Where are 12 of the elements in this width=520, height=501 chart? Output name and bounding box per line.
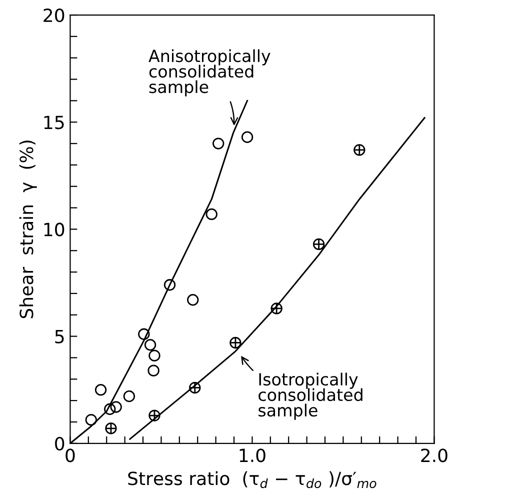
y-tick-label: 20: [44, 8, 64, 22]
x-tick-label: 1.0: [240, 448, 266, 462]
x-tick-label: 2.0: [421, 448, 448, 462]
y-tick-label: 0: [55, 436, 64, 450]
x-axis-title: Stress ratio (τ$_{d}$ − τ$_{do}$ )/σ′$_{mo}$: [128, 471, 376, 488]
y-tick-label: 15: [44, 116, 64, 130]
y-tick-label: 5: [55, 330, 64, 344]
annotation: Isotropically consolidated sample: [258, 372, 362, 420]
y-axis-title: Shear strain γ (%): [19, 140, 37, 318]
x-tick-label: 0: [66, 448, 75, 462]
y-tick-label: 10: [44, 222, 64, 236]
annotation: Anisotropically consolidated sample: [148, 49, 270, 96]
